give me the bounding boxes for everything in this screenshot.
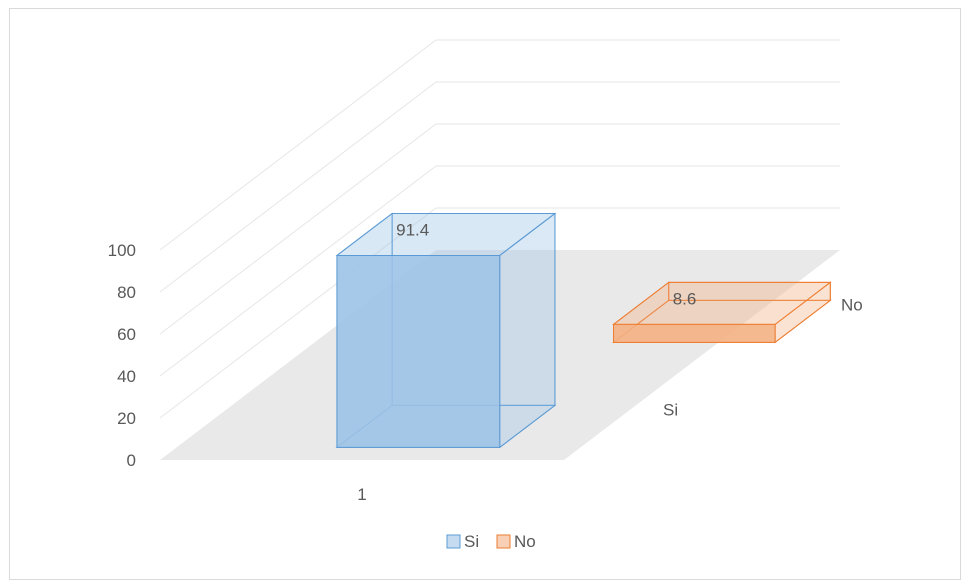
- gridline: [159, 165, 840, 377]
- y-tick-label: 80: [117, 283, 136, 302]
- gridline: [159, 123, 840, 335]
- gridline: [159, 39, 840, 251]
- legend-swatch: [496, 534, 511, 549]
- depth-tick-label: Si: [663, 401, 678, 420]
- data-label: 91.4: [396, 220, 429, 239]
- data-label: 8.6: [673, 289, 697, 308]
- y-tick-label: 0: [127, 451, 136, 470]
- legend-label: Si: [464, 532, 479, 551]
- bar: [336, 254, 501, 448]
- y-tick-label: 20: [117, 409, 136, 428]
- y-tick-label: 60: [117, 325, 136, 344]
- y-tick-label: 40: [117, 367, 136, 386]
- legend-label: No: [514, 532, 536, 551]
- x-tick-label: 1: [357, 485, 366, 504]
- bar: [613, 323, 776, 343]
- gridline: [159, 207, 840, 419]
- gridline: [159, 81, 840, 293]
- legend-swatch: [446, 534, 461, 549]
- depth-tick-label: No: [841, 296, 863, 315]
- y-tick-label: 100: [108, 241, 136, 260]
